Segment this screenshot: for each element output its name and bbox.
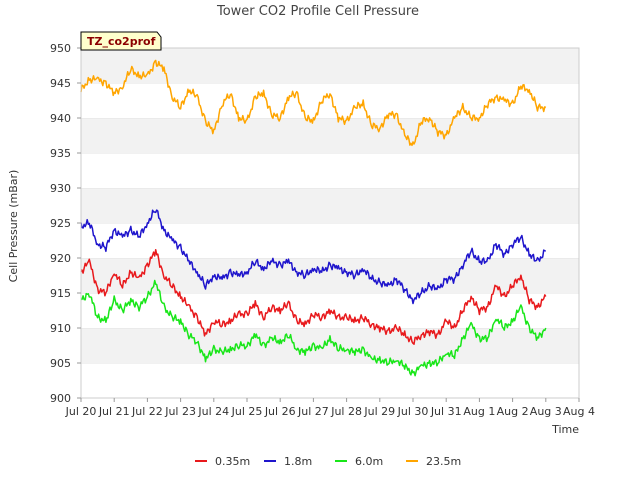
station-tag: TZ_co2prof	[80, 31, 162, 51]
grid-band	[81, 188, 579, 223]
x-tick-label: Jul 30	[397, 405, 429, 418]
legend-label: 0.35m	[215, 455, 250, 468]
station-tag-label: TZ_co2prof	[87, 35, 156, 48]
y-tick-label: 945	[50, 77, 71, 90]
x-tick-label: Jul 21	[98, 405, 130, 418]
x-tick-label: Aug 1	[463, 405, 495, 418]
station-tag-box	[80, 31, 162, 51]
series-line-1.8m	[80, 209, 546, 305]
grid-band	[81, 118, 579, 153]
x-axis-ticks: Jul 20 Jul 21 Jul 22 Jul 23 Jul 24 Jul 25 Jul …	[65, 398, 595, 418]
grid-band	[81, 153, 579, 188]
y-tick-label: 935	[50, 147, 71, 160]
x-tick-label: Jul 23	[164, 405, 196, 418]
x-tick-label: Jul 22	[131, 405, 163, 418]
grid-band	[81, 363, 579, 398]
chart-title: Tower CO2 Profile Cell Pressure	[216, 4, 419, 19]
x-tick-label: Jul 26	[264, 405, 296, 418]
x-tick-label: Aug 3	[530, 405, 562, 418]
legend: 0.35m 1.8m 6.0m 23.5m	[195, 455, 461, 468]
y-tick-label: 940	[50, 112, 71, 125]
legend-label: 1.8m	[284, 455, 312, 468]
y-tick-label: 925	[50, 217, 71, 230]
x-tick-label: Jul 24	[197, 405, 229, 418]
series-layer	[80, 59, 547, 377]
y-tick-label: 930	[50, 182, 71, 195]
x-tick-label: Jul 25	[231, 405, 263, 418]
x-tick-label: Jul 29	[363, 405, 395, 418]
x-tick-label: Aug 2	[497, 405, 529, 418]
series-line-6.0m	[80, 279, 547, 377]
grid-band	[81, 48, 579, 83]
x-tick-label: Jul 20	[65, 405, 97, 418]
y-axis-ticks: 900 905 910 915 920 925 930 935 940 945 950	[50, 42, 81, 405]
y-tick-label: 915	[50, 287, 71, 300]
x-tick-label: Jul 31	[430, 405, 462, 418]
legend-label: 23.5m	[426, 455, 461, 468]
x-axis-label: Time	[551, 423, 579, 436]
grid-band	[81, 83, 579, 118]
series-line-0.35m	[80, 248, 547, 345]
y-tick-label: 905	[50, 357, 71, 370]
x-tick-label: Jul 28	[330, 405, 362, 418]
y-axis-label: Cell Pressure (mBar)	[7, 170, 20, 283]
y-tick-label: 920	[50, 252, 71, 265]
grid-band	[81, 328, 579, 363]
y-tick-label: 900	[50, 392, 71, 405]
y-tick-label: 950	[50, 42, 71, 55]
x-tick-label: Jul 27	[297, 405, 329, 418]
series-line-23.5m	[80, 59, 547, 147]
y-tick-label: 910	[50, 322, 71, 335]
legend-label: 6.0m	[355, 455, 383, 468]
x-tick-label: Aug 4	[563, 405, 595, 418]
